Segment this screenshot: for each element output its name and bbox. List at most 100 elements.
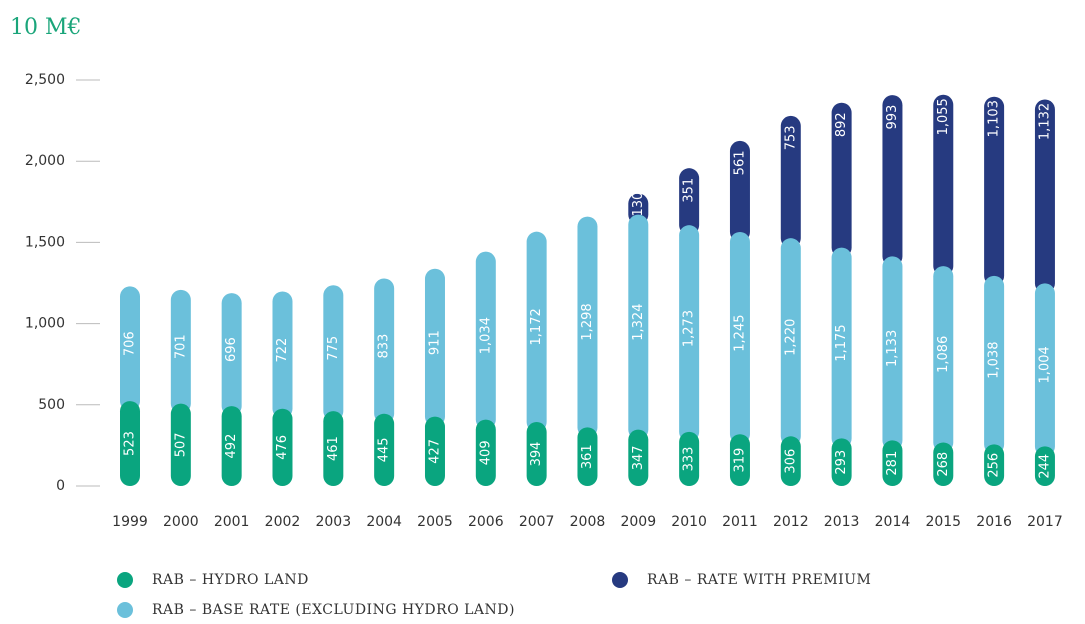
value-label: 1,175 [834,324,849,361]
value-label: 347 [631,445,646,470]
bar-segment [679,168,700,236]
value-label: 130 [631,192,646,217]
bar-segment [221,293,242,417]
legend-swatch [117,572,133,588]
bar-segment [933,266,954,453]
bar-segment [424,268,445,427]
value-label: 1,245 [732,314,747,351]
bar-segment [729,232,750,445]
value-label: 706 [123,331,138,356]
value-label: 281 [885,451,900,476]
value-label: 561 [732,150,747,175]
value-label: 244 [1037,454,1052,479]
x-tick-label: 1999 [112,514,148,530]
y-tick-label: 2,500 [25,72,65,88]
value-label: 1,324 [631,304,646,341]
bar-segment [323,411,344,486]
bar-segment [831,438,852,486]
x-tick-label: 2010 [671,514,707,530]
value-label: 306 [783,449,798,474]
legend-label: RAB – BASE RATE (EXCLUDING HYDRO LAND) [152,602,515,618]
value-label: 523 [123,431,138,456]
value-label: 1,038 [987,342,1002,379]
y-tick-label: 1,500 [25,234,65,250]
bar-segment [120,401,140,486]
value-label: 427 [427,439,442,464]
x-tick-label: 2009 [620,514,656,530]
bar-segment [984,96,1005,286]
bar-segment [679,431,700,486]
value-label: 268 [936,452,951,477]
value-label: 361 [580,444,595,469]
value-label: 753 [783,125,798,150]
bar-segment [882,256,903,451]
bar-segment [882,95,903,267]
bar-segment [628,214,649,440]
value-label: 476 [275,435,290,460]
x-tick-label: 2003 [315,514,351,530]
value-label: 256 [987,453,1002,478]
bar-segment [272,408,293,486]
x-tick-label: 2014 [875,514,911,530]
value-label: 351 [682,178,697,203]
bar-segment [831,247,852,449]
x-tick-label: 2011 [722,514,758,530]
bar-segment [984,275,1005,455]
value-label: 445 [377,437,392,462]
x-tick-label: 2017 [1027,514,1063,530]
value-label: 722 [275,338,290,363]
x-tick-label: 2006 [468,514,504,530]
value-label: 507 [173,432,188,457]
bar-segment [729,434,750,486]
bar-segment [475,419,496,486]
x-tick-label: 2015 [925,514,961,530]
bar-segment [577,427,598,486]
bar-segment [729,140,750,243]
bar-segment [882,440,903,486]
value-label: 1,298 [580,303,595,340]
value-label: 833 [377,334,392,359]
value-label: 461 [326,436,341,461]
bar-segment [1034,99,1055,294]
bar-segment [780,436,801,486]
bar-segment [1034,446,1055,486]
value-label: 333 [682,447,697,472]
y-tick-label: 0 [56,478,65,494]
x-tick-label: 2001 [214,514,250,530]
value-label: 701 [173,334,188,359]
bar-segment [933,442,954,486]
legend-swatch [612,572,628,588]
value-label: 1,034 [478,317,493,354]
bar-segment [424,416,445,486]
chart-title: 10 M€ [10,15,82,40]
legend-swatch [117,602,133,618]
bar-segment [933,94,954,277]
value-label: 892 [834,112,849,137]
x-tick-label: 2005 [417,514,453,530]
y-tick-label: 500 [38,397,65,413]
value-label: 293 [834,450,849,475]
x-tick-label: 2016 [976,514,1012,530]
bar-segment [475,251,496,430]
bar-segment [170,403,191,486]
bar-segment [628,429,649,486]
bar-segment [221,406,242,486]
x-tick-label: 2008 [570,514,606,530]
bar-segment [272,291,293,419]
value-label: 319 [732,448,747,473]
value-label: 1,273 [682,310,697,347]
value-label: 696 [224,337,239,362]
bar-segment [120,286,140,412]
bar-segment [526,422,547,486]
x-tick-label: 2004 [366,514,402,530]
value-label: 1,172 [529,308,544,345]
bar-segment [170,289,191,414]
value-label: 775 [326,336,341,361]
value-label: 1,132 [1037,103,1052,140]
x-tick-label: 2000 [163,514,199,530]
bar-segment [577,216,598,438]
value-label: 1,086 [936,336,951,373]
value-label: 1,055 [936,98,951,135]
bar-segment [323,285,344,422]
